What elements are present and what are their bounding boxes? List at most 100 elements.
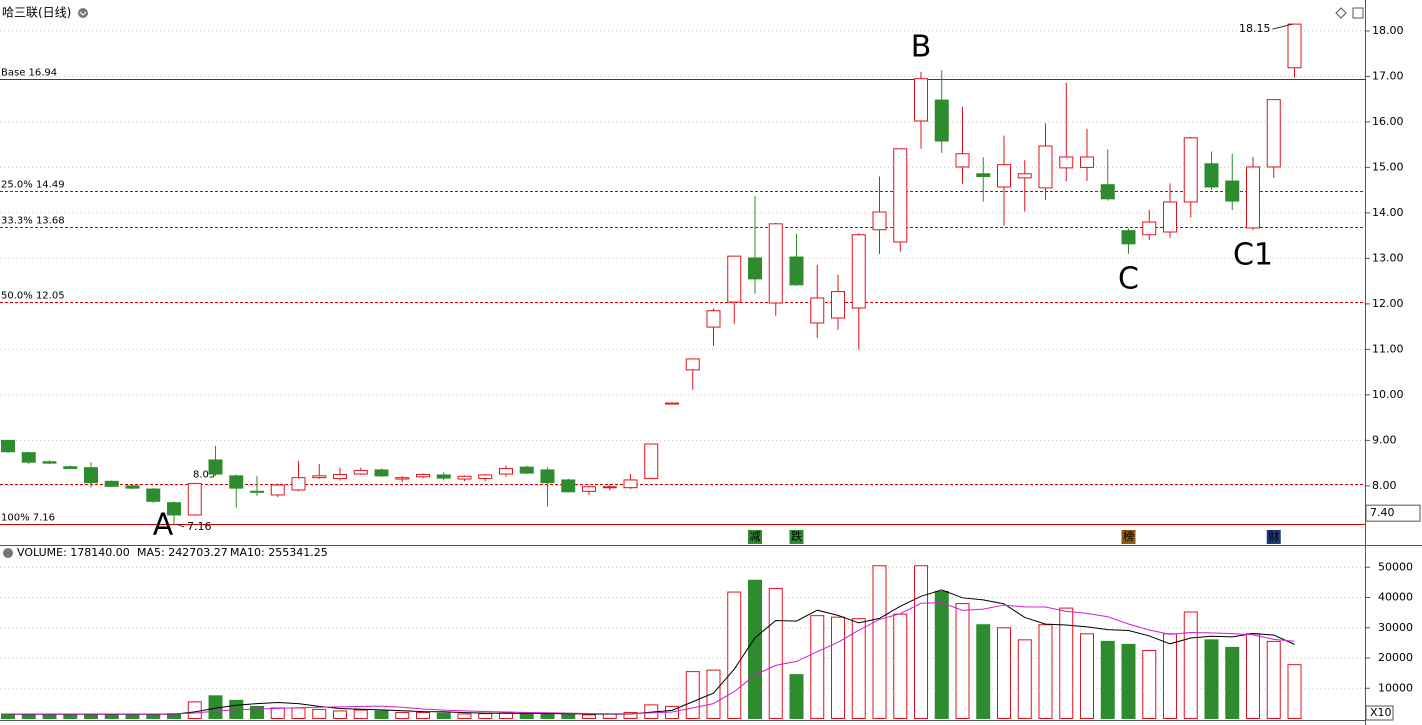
y-tick-label: 20000 [1378,651,1413,664]
candle-body [706,310,721,328]
candle-body [934,99,949,142]
candle-body [1246,166,1260,229]
candle-body [831,291,845,319]
menu-icon-arrow [79,11,87,16]
volume-bar [436,712,451,720]
volume-bar [1225,646,1240,720]
volume-bar [706,669,721,719]
candle-body [1100,184,1115,200]
volume-bar [1204,639,1219,720]
volume-bar [685,671,700,720]
candle-body [1017,173,1032,179]
menu-icon[interactable] [78,8,88,18]
volume-bar [63,713,78,719]
volume-bar [312,708,327,720]
candle-body [478,474,493,480]
volume-bar [270,707,285,719]
y-tick-label: 9.00 [1372,433,1397,446]
volume-bar [519,712,534,720]
volume-bar [374,710,389,720]
volume-bar [727,591,742,720]
candle-body [395,477,410,480]
candle-body [1204,163,1219,188]
candle-body [1142,221,1157,236]
volume-bar [872,565,887,719]
candle-body [1163,201,1177,233]
candle-body [436,474,451,479]
volume-bar [582,714,596,720]
candle-body [187,483,202,516]
volume-bar [561,714,576,720]
volume-bar [1080,633,1094,720]
y-tick-label: 8.00 [1372,479,1397,492]
volume-bar [934,590,949,719]
candle-body [229,475,244,489]
y-tick-label: 10.00 [1372,388,1404,401]
candle-body [146,488,161,502]
y-tick-label: 40000 [1378,591,1413,604]
event-label: 减 [750,530,761,543]
y-tick-label: 30000 [1378,621,1413,634]
candle-body [125,485,140,489]
candle-body [623,479,638,489]
volume-bar [997,627,1011,720]
candle-body [997,164,1011,188]
candle-body [1080,156,1094,168]
candle-body [250,490,264,493]
window-icon[interactable] [1352,7,1364,19]
level-label: 100% 7.16 [1,513,55,524]
volume-bar [748,579,762,720]
diamond-icon[interactable] [1335,7,1347,19]
candle-body [104,480,119,487]
candle-body [1121,230,1136,245]
volume-bar [416,711,430,719]
candle-body [1287,23,1302,69]
volume-bar [104,714,119,720]
volume-bar [84,714,98,720]
candle-body [685,358,700,371]
annotation: B [911,29,932,64]
level-label: 50.0% 12.05 [1,291,65,302]
candle-body [42,461,57,464]
y-tick-label: 17.00 [1372,69,1404,82]
y-tick-label: 16.00 [1372,115,1404,128]
candle-body [914,78,928,122]
extreme-pointer [1272,23,1293,30]
y-tick-label: 11.00 [1372,342,1404,355]
volume-bar [146,714,161,720]
volume-bar [1183,611,1198,720]
event-label: 财 [1268,529,1279,543]
candle-body [353,469,368,475]
volume-bar [540,713,555,719]
event-box [789,530,804,544]
candle-body [63,466,78,470]
candle-body [602,486,617,489]
volume-bar [499,712,513,720]
volume-bar [291,707,306,719]
volume-bar [1142,649,1157,719]
volume-bar [1017,639,1032,720]
volume-bar [831,616,845,719]
event-label: 跌 [791,529,802,543]
volume-bar [21,714,36,720]
candle-body [374,469,389,477]
candle-body [457,475,472,480]
volume-bar [1266,640,1281,720]
candle-body [561,479,576,493]
candle-body [851,234,866,309]
candle-body [270,484,285,496]
level-label: 33.3% 13.68 [1,216,65,227]
volume-bar [125,714,140,720]
candle-body [333,473,347,480]
candle-body [727,255,742,303]
volume-bar [42,714,57,720]
volume-bar [395,711,410,719]
volume-bar [955,603,970,719]
menu-icon[interactable] [3,548,13,558]
y-tick-label: 50000 [1378,560,1413,573]
y-tick-label: 10000 [1378,681,1413,694]
volume-bar [1163,633,1177,720]
candle-body [1038,145,1053,189]
annotation: A [153,508,174,543]
